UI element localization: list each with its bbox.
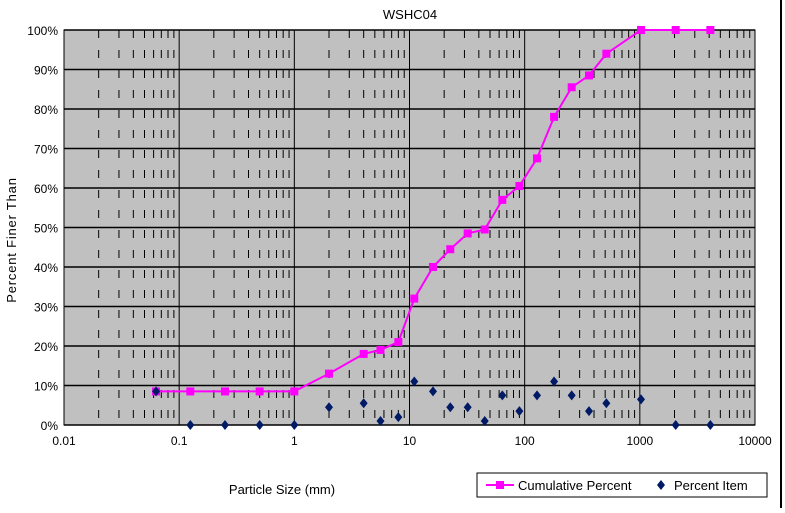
cumulative-percent-marker [186, 387, 195, 396]
plot-area: 0% 10% 20% 30% 40% 50% 60% 70% 80% 90% 100% 0.01 0.1… [27, 24, 772, 448]
cumulative-percent-marker [480, 225, 489, 234]
chart-title: WSHC04 [383, 7, 437, 22]
cumulative-percent-marker [498, 195, 507, 204]
percent-item-marker [480, 416, 489, 427]
cumulative-percent-marker [446, 245, 455, 254]
percent-item-marker [255, 420, 264, 430]
percent-item-marker [533, 390, 542, 401]
cumulative-percent-marker [585, 71, 594, 80]
x-tick-label: 0.01 [52, 434, 76, 448]
legend-cumulative-marker [496, 481, 504, 489]
y-tick-label: 40% [34, 261, 58, 275]
percent-item-marker [359, 398, 368, 409]
cumulative-percent-marker [376, 345, 385, 354]
x-tick-label: 10000 [738, 434, 772, 448]
legend-box [476, 472, 768, 498]
y-tick-label: 10% [34, 380, 58, 394]
cumulative-percent-marker [325, 369, 334, 378]
y-tick-label: 0% [41, 419, 59, 433]
percent-item-marker [186, 420, 195, 430]
y-tick-label: 70% [34, 143, 58, 157]
cumulative-percent-marker [550, 112, 559, 121]
y-tick-label: 50% [34, 222, 58, 236]
cumulative-percent-marker [706, 26, 715, 34]
x-tick-label: 0.1 [171, 434, 188, 448]
percent-item-marker [567, 390, 576, 401]
y-tick-label: 100% [27, 24, 58, 38]
percent-item-marker [585, 406, 594, 417]
cumulative-percent-marker [463, 229, 472, 238]
y-tick-label: 60% [34, 182, 58, 196]
percent-item-marker [410, 376, 419, 387]
cumulative-percent-marker [394, 338, 403, 347]
cumulative-percent-marker [567, 83, 576, 92]
x-tick-label: 1000 [626, 434, 653, 448]
legend-label-percent-item: Percent Item [674, 478, 748, 493]
percent-item-marker [463, 402, 472, 413]
percent-item-marker [706, 420, 715, 430]
percent-item-marker [515, 406, 524, 417]
percent-item-marker [325, 402, 334, 413]
percent-item-marker [498, 390, 507, 401]
percent-item-marker [290, 420, 299, 430]
percent-item-marker [602, 398, 611, 409]
percent-item-marker [394, 412, 403, 423]
percent-item-marker [671, 420, 680, 430]
x-tick-label: 10 [403, 434, 417, 448]
cumulative-percent-marker [637, 26, 646, 34]
cumulative-percent-marker [220, 387, 229, 396]
cumulative-percent-marker [255, 387, 264, 396]
legend-label-cumulative: Cumulative Percent [518, 478, 632, 493]
cumulative-percent-marker [290, 387, 299, 396]
percent-item-marker [550, 376, 559, 387]
percent-item-marker [446, 402, 455, 413]
percent-item-marker [429, 386, 438, 397]
cumulative-percent-marker [671, 26, 680, 34]
x-tick-label: 100 [515, 434, 535, 448]
percent-item-marker [152, 386, 161, 397]
percent-item-marker [637, 394, 646, 405]
y-tick-label: 20% [34, 340, 58, 354]
x-axis-label: Particle Size (mm) [229, 482, 335, 497]
legend-percent-item-marker [657, 480, 665, 490]
y-tick-label: 80% [34, 103, 58, 117]
legend: Cumulative Percent Percent Item [476, 472, 768, 498]
cumulative-percent-marker [410, 294, 419, 303]
percent-item-marker [220, 420, 229, 430]
cumulative-percent-marker [602, 49, 611, 58]
percent-item-marker [376, 416, 385, 427]
y-axis-label: Percent Finer Than [4, 177, 19, 302]
cumulative-percent-marker [515, 182, 524, 191]
cumulative-percent-marker [429, 263, 438, 271]
y-tick-label: 30% [34, 301, 58, 315]
cumulative-percent-marker [359, 349, 368, 358]
y-tick-label: 90% [34, 64, 58, 78]
x-tick-label: 1 [291, 434, 298, 448]
cumulative-percent-marker [533, 154, 542, 163]
